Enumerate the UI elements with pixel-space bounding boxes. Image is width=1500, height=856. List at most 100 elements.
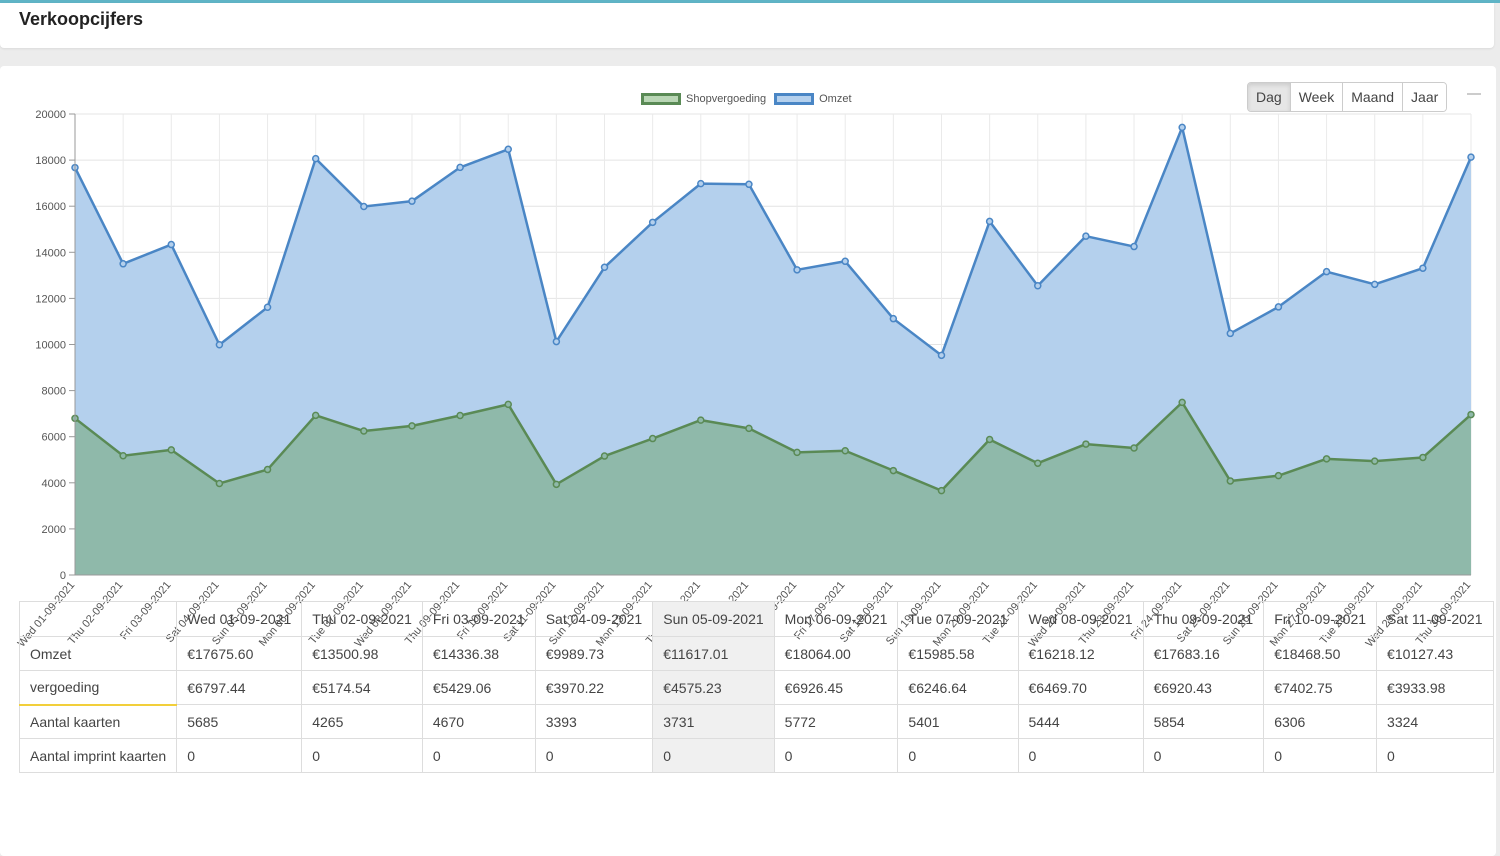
point-shopvergoeding (937, 486, 946, 495)
table-row-aantal-imprint-kaarten: Aantal imprint kaarten 0 0 0 0 0 0 0 0 0… (18, 738, 1494, 773)
point-shopvergoeding (408, 422, 416, 430)
point-shopvergoeding (1370, 457, 1379, 465)
point-omzet (1082, 232, 1090, 240)
period-button-week[interactable]: Week (1289, 83, 1343, 111)
point-omzet (119, 260, 127, 268)
y-tick-label: 12000 (35, 293, 66, 305)
point-shopvergoeding (1274, 471, 1283, 480)
point-shopvergoeding (697, 416, 705, 424)
y-tick-label: 8000 (42, 386, 66, 398)
row-label: vergoeding (18, 670, 178, 706)
y-tick-label: 4000 (42, 478, 66, 490)
table-cell: €3933.98 (1376, 670, 1494, 705)
table-row-omzet: Omzet €17675.60 €13500.98 €14336.38 €998… (18, 636, 1494, 671)
y-tick-label: 14000 (35, 247, 66, 259)
point-omzet (408, 197, 416, 205)
table-cell: 4265 (301, 704, 423, 739)
chart-legend: Shopvergoeding Omzet (641, 91, 860, 107)
point-omzet (600, 263, 609, 272)
point-shopvergoeding (889, 466, 898, 475)
point-omzet (311, 154, 320, 163)
point-shopvergoeding (1034, 459, 1042, 467)
table-cell: €13500.98 (301, 636, 423, 671)
point-omzet (648, 218, 657, 227)
point-shopvergoeding (311, 411, 320, 420)
table-cell: €10127.43 (1376, 636, 1494, 671)
table-cell: €5429.06 (421, 670, 536, 705)
point-omzet (263, 303, 272, 311)
legend-swatch-shopvergoeding (641, 93, 681, 105)
point-shopvergoeding (263, 465, 272, 474)
point-shopvergoeding (1178, 398, 1186, 407)
point-omzet (1370, 280, 1379, 289)
point-shopvergoeding (167, 446, 176, 454)
sales-table: Wed 01-09-2021 Thu 02-09-2021 Fri 03-09-… (18, 601, 1494, 773)
legend-item-shopvergoeding[interactable]: Shopvergoeding (641, 93, 766, 105)
legend-label-shopvergoeding: Shopvergoeding (686, 93, 767, 105)
point-omzet (504, 145, 512, 154)
table-cell: 5854 (1142, 704, 1265, 739)
table-cell: €15985.58 (897, 636, 1019, 671)
y-tick-label: 20000 (35, 109, 66, 121)
y-tick-label: 6000 (42, 432, 66, 444)
y-tick-label: 10000 (35, 340, 66, 352)
y-tick-label: 2000 (42, 524, 66, 536)
point-shopvergoeding (1322, 455, 1331, 463)
period-button-jaar[interactable]: Jaar (1402, 83, 1447, 111)
point-omzet (1274, 303, 1283, 311)
period-button-dag[interactable]: Dag (1248, 83, 1290, 111)
column-header: Wed 08-09-2021 (1017, 601, 1144, 637)
y-tick-label: 16000 (35, 201, 66, 213)
table-cell: 3324 (1376, 704, 1494, 739)
point-omzet (215, 340, 224, 349)
column-header: Sat 11-09-2021 (1376, 601, 1494, 637)
legend-item-omzet[interactable]: Omzet (774, 93, 852, 105)
table-cell: 0 (897, 738, 1019, 773)
column-header: Wed 01-09-2021 (176, 601, 303, 637)
point-shopvergoeding (215, 479, 224, 488)
legend-swatch-omzet (774, 93, 815, 105)
table-cell: 0 (1017, 738, 1144, 773)
table-cell: €11617.01 (652, 636, 775, 671)
line-omzet (73, 126, 1473, 357)
table-cell: €14336.38 (421, 636, 536, 671)
area-shopvergoeding (75, 402, 1471, 575)
table-cell: €9989.73 (534, 636, 654, 671)
table-cell: €6469.70 (1017, 670, 1144, 705)
point-omzet (552, 337, 561, 346)
header-card: Verkoopcijfers (0, 3, 1494, 48)
collapse-icon[interactable] (1467, 93, 1481, 95)
column-header: Mon 06-09-2021 (773, 601, 899, 637)
table-cell: 5685 (176, 704, 303, 739)
table-cell: 0 (301, 738, 423, 773)
row-label: Omzet (18, 636, 178, 671)
point-shopvergoeding (1130, 444, 1138, 452)
column-header: Tue 07-09-2021 (897, 601, 1019, 637)
top-accent-strip (0, 0, 1500, 3)
point-omzet (167, 240, 176, 249)
point-omzet (793, 266, 801, 274)
period-button-maand[interactable]: Maand (1342, 83, 1403, 111)
table-cell: 0 (773, 738, 899, 773)
point-omzet (1130, 242, 1138, 251)
table-cell: €7402.75 (1263, 670, 1378, 705)
row-label: Aantal imprint kaarten (18, 738, 178, 773)
table-cell: 0 (176, 738, 303, 773)
column-header: Sat 04-09-2021 (534, 601, 654, 637)
table-cell: 6306 (1263, 704, 1378, 739)
point-omzet (745, 180, 753, 189)
point-omzet (1322, 267, 1331, 276)
point-shopvergoeding (841, 447, 849, 455)
point-shopvergoeding (793, 448, 801, 457)
table-cell: 4670 (421, 704, 536, 739)
table-header-row: Wed 01-09-2021 Thu 02-09-2021 Fri 03-09-… (18, 601, 1494, 637)
point-omzet (360, 202, 368, 211)
point-omzet (697, 179, 705, 188)
point-shopvergoeding (456, 411, 464, 420)
table-cell: €5174.54 (301, 670, 423, 705)
table-cell: €6920.43 (1142, 670, 1265, 705)
table-cell: €6797.44 (176, 670, 303, 705)
point-shopvergoeding (1082, 440, 1090, 448)
table-cell: 5772 (773, 704, 899, 739)
table-cell: 5444 (1017, 704, 1144, 739)
